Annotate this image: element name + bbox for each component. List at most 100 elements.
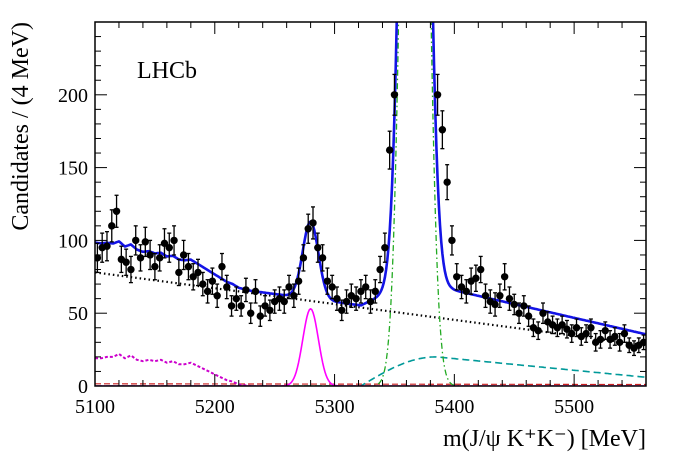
- data-marker: [179, 251, 188, 259]
- data-marker: [438, 126, 447, 134]
- y-tick-label: 150: [58, 158, 88, 180]
- data-point: [194, 258, 202, 287]
- data-marker: [136, 254, 145, 262]
- data-point: [433, 73, 442, 116]
- data-marker: [587, 324, 595, 332]
- data-marker: [261, 302, 269, 310]
- data-marker: [314, 243, 322, 252]
- data-marker: [208, 277, 217, 285]
- curve-partial_reco: [95, 356, 646, 386]
- data-point: [304, 213, 312, 244]
- x-tick-label: 5200: [195, 396, 235, 418]
- x-tick-label: 5100: [75, 396, 115, 418]
- data-marker: [304, 225, 312, 233]
- data-marker: [285, 283, 293, 291]
- data-point: [462, 279, 471, 304]
- data-marker: [318, 254, 327, 262]
- data-marker: [199, 280, 207, 288]
- data-marker: [524, 312, 533, 320]
- data-marker: [189, 273, 197, 281]
- data-point: [290, 283, 298, 309]
- data-marker: [342, 297, 351, 306]
- data-marker: [242, 286, 250, 294]
- data-point: [390, 73, 399, 116]
- data-point: [184, 252, 193, 281]
- data-marker: [481, 292, 490, 300]
- data-point: [568, 324, 576, 343]
- data-marker: [108, 222, 116, 230]
- data-point: [232, 286, 241, 311]
- data-point: [477, 255, 485, 284]
- data-point: [155, 244, 164, 272]
- data-marker: [203, 287, 212, 296]
- data-point: [457, 274, 466, 300]
- data-marker: [539, 309, 547, 317]
- data-point: [524, 305, 533, 327]
- curve-bd_peak: [95, 308, 646, 386]
- data-point: [352, 286, 360, 311]
- data-marker: [582, 329, 590, 338]
- data-point: [366, 289, 375, 314]
- y-axis-label: Candidates / (4 MeV): [8, 22, 34, 231]
- data-marker: [596, 335, 605, 344]
- data-marker: [146, 251, 154, 259]
- data-marker: [385, 146, 394, 154]
- data-marker: [328, 283, 336, 291]
- data-point: [491, 292, 499, 317]
- data-point: [179, 239, 188, 271]
- data-point: [342, 289, 351, 314]
- data-marker: [448, 236, 456, 245]
- x-axis-label: m(J/ψ K⁺K⁻) [MeV]: [443, 426, 646, 452]
- data-point: [151, 252, 159, 281]
- data-marker: [496, 292, 504, 300]
- data-point: [362, 274, 370, 300]
- data-point: [132, 225, 140, 256]
- data-marker: [122, 258, 130, 266]
- data-point: [199, 271, 207, 297]
- data-point: [227, 295, 236, 317]
- data-point: [371, 279, 379, 304]
- data-marker: [227, 302, 236, 310]
- data-marker: [457, 283, 466, 291]
- data-marker: [127, 265, 135, 274]
- data-marker: [280, 297, 288, 306]
- data-point: [318, 244, 327, 272]
- data-point: [266, 299, 274, 322]
- data-point: [328, 274, 336, 300]
- data-marker: [376, 265, 384, 274]
- data-marker: [390, 91, 399, 99]
- x-tick-label: 5500: [554, 396, 594, 418]
- data-point: [95, 242, 102, 274]
- data-point: [160, 228, 169, 259]
- data-point: [141, 226, 150, 258]
- data-point: [122, 248, 130, 276]
- data-point: [175, 258, 183, 287]
- data-point: [448, 225, 456, 256]
- data-point: [108, 209, 116, 243]
- data-point: [505, 286, 514, 311]
- data-point: [472, 264, 480, 293]
- data-point: [529, 318, 538, 338]
- data-marker: [381, 243, 389, 252]
- data-marker: [103, 242, 111, 250]
- data-marker: [184, 262, 193, 271]
- data-marker: [141, 238, 150, 246]
- data-point: [443, 164, 451, 201]
- y-tick-labels: 0 50 100 150 200: [58, 85, 88, 398]
- data-point: [213, 283, 221, 309]
- data-marker: [558, 321, 566, 329]
- data-marker: [309, 219, 317, 227]
- data-point: [223, 274, 231, 300]
- data-point: [189, 263, 197, 291]
- curve-other: [95, 383, 646, 386]
- data-point: [146, 239, 154, 271]
- data-marker: [338, 306, 346, 314]
- data-marker: [443, 178, 451, 186]
- data-marker: [160, 239, 169, 248]
- data-point: [563, 319, 571, 339]
- data-marker: [299, 254, 308, 262]
- data-marker: [500, 273, 509, 281]
- data-point: [615, 332, 624, 352]
- data-point: [261, 295, 269, 317]
- data-point: [112, 194, 121, 228]
